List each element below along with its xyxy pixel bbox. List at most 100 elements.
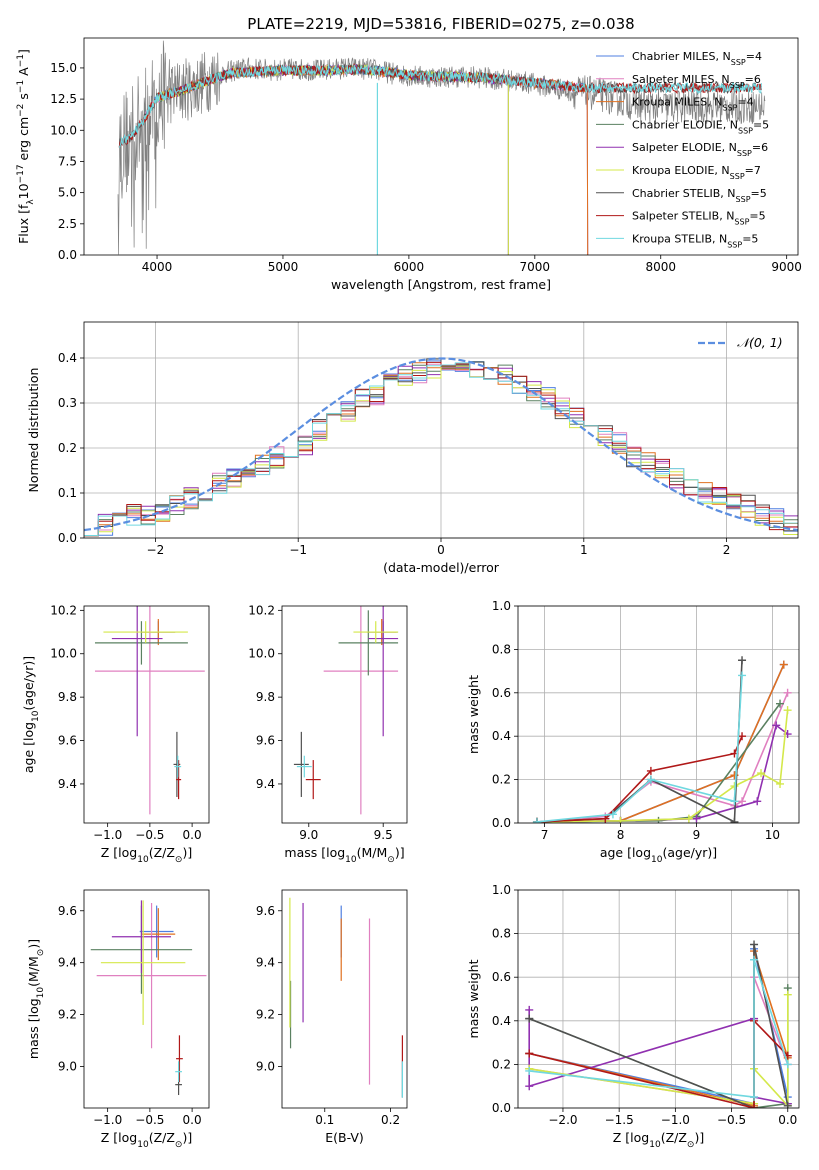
x-tick-label: 0.0 <box>183 1113 202 1127</box>
series-marker <box>750 940 759 949</box>
series-chabrier-miles <box>532 660 788 823</box>
y-tick-label: 2.5 <box>58 217 77 231</box>
plot-area-spectrum <box>117 40 766 255</box>
ticks-spectrum: 4000 5000 6000 7000 8000 9000 0.0 2.5 5.0 7.5 10.0… <box>50 61 802 274</box>
errorbar-salpeter-miles <box>323 606 399 815</box>
series-marker <box>783 990 792 999</box>
series-kroupa-stelib <box>532 671 747 823</box>
axes-residuals: −2 −1 0 1 2 0.0 0.1 0.2 0.3 0.4 (data-model)/error… <box>26 321 799 575</box>
x-tick-label: −1.0 <box>93 1113 122 1127</box>
y-tick-label: 9.0 <box>58 1059 77 1073</box>
y-tick-label: 9.0 <box>256 1059 275 1073</box>
series-kroupa-miles <box>532 660 788 823</box>
y-tick-label: 10.0 <box>50 647 77 661</box>
axes-weight_vs_Z: −2.0 −1.5 −1.0 −0.5 0.0 0.0 0.2 0.4 0.6 0.8 1.0 Z [… <box>466 883 800 1150</box>
legend-label: Kroupa MILES, NSSP=4 <box>632 96 754 113</box>
y-axis-label: Flux [fλ10−17 erg cm−2 s−1 A−1] <box>16 49 36 244</box>
y-tick-label: 0.4 <box>492 1014 511 1028</box>
legend-label: Salpeter ELODIE, NSSP=6 <box>632 141 768 158</box>
errorbar-chabrier-stelib <box>293 731 309 797</box>
plot-area-mass_vs_Z <box>90 900 207 1096</box>
axes-frame <box>517 889 800 1109</box>
series-line <box>536 664 785 823</box>
errorbar-kroupa-stelib <box>174 755 182 778</box>
y-tick-label: 7.5 <box>58 154 77 168</box>
series-marker <box>692 814 701 823</box>
y-axis-label: mass weight <box>466 675 481 754</box>
axes-spectrum: 4000 5000 6000 7000 8000 9000 0.0 2.5 5.0 7.5 10.0… <box>16 37 802 292</box>
y-tick-label: 0.6 <box>492 686 511 700</box>
legend-label: Kroupa ELODIE, NSSP=7 <box>632 164 761 181</box>
model-line-chabrier-miles <box>143 64 589 255</box>
axes-age_vs_mass: 9.0 9.5 9.4 9.6 9.8 10.0 10.2 mass [log10(M/M⊙)… <box>248 603 408 865</box>
plot-area-residuals <box>84 357 798 537</box>
x-tick-label: 0.1 <box>315 1113 334 1127</box>
axes-mass_vs_Z: −1.0 −0.5 0.0 9.0 9.2 9.4 9.6 Z [log10(Z/Z⊙)] ma… <box>26 889 210 1150</box>
x-tick-label: −2.0 <box>548 1113 577 1127</box>
ticks-residuals: −2 −1 0 1 2 0.0 0.1 0.2 0.3 0.4 <box>58 351 731 557</box>
y-axis-label: age [log10(age/yr)] <box>21 656 41 773</box>
y-tick-label: 0.4 <box>58 351 77 365</box>
series-marker <box>608 810 617 819</box>
legend-label: Chabrier MILES, NSSP=4 <box>632 50 762 67</box>
x-axis-label: E(B-V) <box>325 1130 364 1145</box>
errorbar-salpeter-elodie <box>111 606 163 737</box>
errorbar-chabrier-miles <box>139 905 174 958</box>
y-tick-label: 10.2 <box>248 603 275 617</box>
normal-legend: 𝒩(0, 1) <box>698 335 783 350</box>
x-tick-label: −0.5 <box>135 1113 164 1127</box>
series-marker <box>738 797 747 806</box>
series-chabrier-elodie <box>532 699 785 823</box>
series-line <box>536 703 781 823</box>
y-tick-label: 0.2 <box>492 1057 511 1071</box>
series-marker <box>779 660 788 669</box>
errorbar-salpeter-miles <box>96 902 207 1049</box>
ticks-mass_vs_ebv: 0.1 0.2 9.0 9.2 9.4 9.6 <box>256 904 400 1127</box>
series-line <box>536 710 789 823</box>
series-line <box>536 675 743 823</box>
y-tick-label: 9.6 <box>256 734 275 748</box>
plot-area-age_vs_Z <box>94 606 205 815</box>
axes-frame <box>281 889 408 1109</box>
series-kroupa-elodie <box>532 706 792 823</box>
errorbar-chabrier-elodie <box>94 621 188 665</box>
errorbar-salpeter-elodie <box>368 606 399 737</box>
y-tick-label: 9.4 <box>256 956 275 970</box>
y-tick-label: 15.0 <box>50 61 77 75</box>
x-tick-label: −0.5 <box>717 1113 746 1127</box>
x-tick-label: 0 <box>437 543 445 557</box>
series-marker <box>776 779 785 788</box>
y-tick-label: 9.2 <box>58 1008 77 1022</box>
y-tick-label: 9.6 <box>58 904 77 918</box>
y-axis-label: mass weight <box>466 959 481 1038</box>
ticks-age_vs_mass: 9.0 9.5 9.4 9.6 9.8 10.0 10.2 <box>248 603 392 842</box>
normal-curve <box>84 357 798 532</box>
axes-age_vs_Z: −1.0 −0.5 0.0 9.4 9.6 9.8 10.0 10.2 Z [log10(Z/Z… <box>21 603 210 865</box>
y-axis-label: Normed distribution <box>26 368 41 493</box>
x-tick-label: 7000 <box>520 260 551 274</box>
y-tick-label: 0.0 <box>58 531 77 545</box>
y-axis-label: mass [log10(M/M⊙)] <box>26 939 46 1059</box>
series-marker <box>525 1014 534 1023</box>
x-tick-label: −0.5 <box>135 828 164 842</box>
y-tick-label: 9.8 <box>256 690 275 704</box>
x-tick-label: −1.5 <box>605 1113 634 1127</box>
series-salpeter-miles <box>525 973 792 1108</box>
x-tick-label: 8 <box>617 828 625 842</box>
x-tick-label: 0.0 <box>778 1113 797 1127</box>
x-tick-label: 9 <box>693 828 701 842</box>
series-marker <box>525 1049 534 1058</box>
series-marker <box>525 1082 534 1091</box>
series-marker <box>654 816 663 823</box>
series-marker <box>616 816 625 823</box>
x-axis-label: age [log10(age/yr)] <box>600 845 717 865</box>
y-tick-label: 9.8 <box>58 690 77 704</box>
errorbar-kroupa-elodie <box>100 900 186 1025</box>
series-line <box>536 664 785 823</box>
figure-title: PLATE=2219, MJD=53816, FIBERID=0275, z=0… <box>247 15 634 33</box>
histogram-kroupa-stelib <box>84 362 798 536</box>
errorbar-kroupa-miles <box>141 908 176 961</box>
legend-label: Chabrier STELIB, NSSP=5 <box>632 187 767 204</box>
y-tick-label: 9.6 <box>256 904 275 918</box>
axes-weight_vs_age: 7 8 9 10 0.0 0.2 0.4 0.6 0.8 1.0 age [log10(age/yr… <box>466 599 800 865</box>
